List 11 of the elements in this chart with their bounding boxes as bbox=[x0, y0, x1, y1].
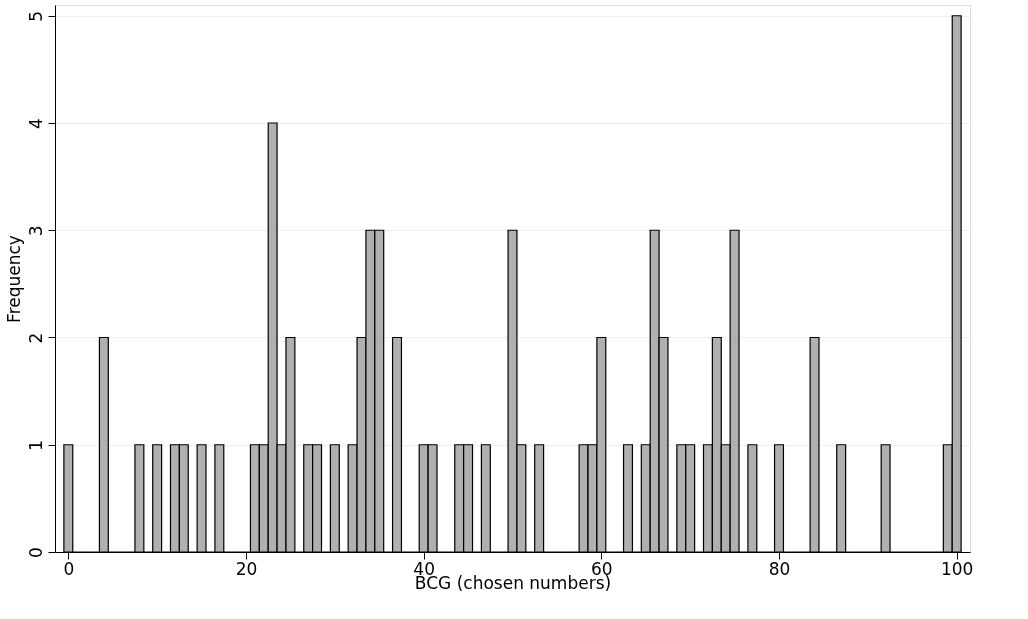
x-tick-label: 100 bbox=[940, 558, 974, 579]
y-tick-label: 5 bbox=[25, 10, 46, 22]
y-axis-title: Frequency bbox=[3, 235, 24, 323]
y-tick-label: 2 bbox=[25, 332, 46, 344]
y-tick-label: 1 bbox=[25, 439, 46, 451]
x-tick-label: 0 bbox=[63, 558, 75, 579]
x-tick-label: 20 bbox=[235, 558, 258, 579]
y-tick-label: 0 bbox=[25, 547, 46, 558]
y-tick-label: 4 bbox=[25, 118, 46, 129]
x-tick-label: 80 bbox=[768, 558, 791, 579]
y-tick-label: 3 bbox=[25, 225, 46, 237]
